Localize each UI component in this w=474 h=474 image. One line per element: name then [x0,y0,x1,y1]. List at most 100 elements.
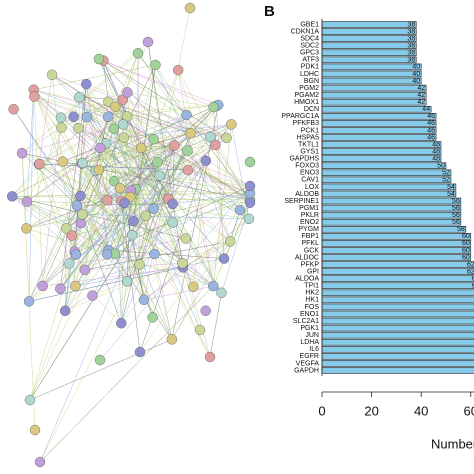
value-label: 46 [427,120,435,127]
edge [99,185,251,361]
edge [141,132,191,149]
edge [123,137,173,340]
edge [66,116,109,229]
edge [177,70,214,287]
category-label: SERPINE1 [284,198,319,205]
category-label: PGM1 [299,205,319,212]
edge [33,89,128,117]
edge [33,89,78,206]
category-label: ENO2 [300,219,319,226]
node [46,69,58,81]
node [101,248,113,260]
edge [153,114,187,140]
bar [321,247,472,254]
category-label: TPI1 [304,283,319,290]
edge [98,58,250,219]
bar [321,63,422,71]
bar [321,183,457,191]
edge [127,92,214,108]
category-label: PGAM2 [294,92,319,99]
node [21,223,32,234]
node [152,157,163,168]
bar [321,275,474,282]
bar-chart: GBE1 38 CDKN1A 38 SDC4 38 SDC2 38 GPC3 38 ATF3 38 PD… [281,19,474,451]
node [119,197,130,209]
edge [137,53,140,265]
category-label: PYGM [298,226,319,233]
node [149,248,160,260]
edge [64,128,115,311]
category-label: PCK1 [301,127,319,134]
edge [21,152,186,239]
bar [321,324,474,332]
edge [143,241,231,300]
category-label: FBP1 [301,233,319,240]
edge [21,124,124,154]
edge [26,145,175,229]
node [132,48,144,59]
edge [182,241,231,268]
node [188,281,199,292]
node [200,305,211,316]
value-label: 38 [407,35,415,42]
edge [143,145,175,300]
category-label: PGK1 [300,325,319,332]
node [81,78,92,90]
value-label: 46 [427,127,435,134]
category-label: SLC2A1 [293,318,319,325]
edge [28,175,160,302]
edge [33,89,108,255]
value-label: 56 [452,205,460,212]
node [243,213,255,225]
node [126,229,138,241]
edge [28,114,187,302]
bar [321,211,462,219]
category-label: BGN [304,78,319,85]
node [75,217,87,229]
bar [321,77,422,85]
value-label: 38 [407,50,415,57]
value-label: 48 [432,156,440,163]
bar [321,91,427,99]
edge [34,96,160,176]
edge [39,285,214,463]
edge [121,203,173,324]
edge [107,116,222,293]
node [148,134,159,145]
category-label: SDC2 [300,43,319,50]
edge [75,264,140,287]
value-label: 60 [462,254,470,261]
category-label: GAPDHS [289,156,319,163]
edge [130,190,251,194]
node [34,158,45,170]
node [71,200,83,211]
edge [141,147,251,194]
category-label: PKLR [301,212,319,219]
category-label: HSPA5 [297,134,320,141]
edge [52,74,227,139]
node [75,190,86,202]
value-label: 62 [467,261,474,268]
node [134,259,145,270]
bar [321,113,437,120]
edge [28,53,139,302]
edge [172,160,207,204]
node [102,194,113,206]
value-label: 64 [472,283,474,290]
edge [12,196,75,252]
edge [11,164,40,197]
node [244,156,256,168]
node [79,264,90,276]
bar [321,155,442,162]
edge [92,281,128,296]
node [204,351,216,363]
node [81,112,93,123]
node [150,59,161,71]
value-label: 42 [417,99,425,106]
edge [182,267,201,331]
edge [127,104,219,117]
edge [126,116,173,340]
node [166,334,178,345]
bar [321,331,474,339]
edge [81,163,173,340]
